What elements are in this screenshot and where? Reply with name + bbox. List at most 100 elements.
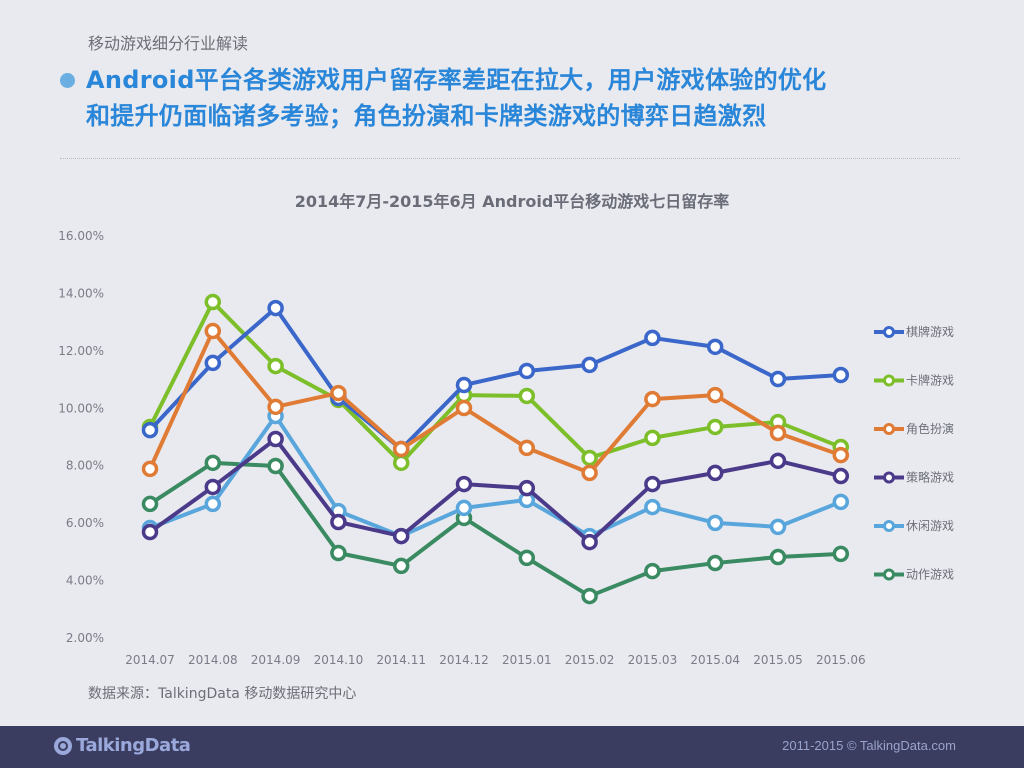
data-point-marker[interactable] (832, 493, 850, 511)
data-point-marker[interactable] (392, 440, 410, 458)
x-tick-label: 2014.12 (439, 653, 489, 667)
data-point-marker[interactable] (769, 452, 787, 470)
data-point-marker[interactable] (141, 421, 159, 439)
data-point-marker[interactable] (330, 384, 347, 402)
data-point-marker[interactable] (204, 293, 222, 311)
y-tick-label: 12.00% (58, 344, 104, 358)
data-point-marker[interactable] (141, 460, 159, 478)
data-point-marker[interactable] (455, 475, 473, 493)
data-point-marker[interactable] (706, 554, 724, 572)
data-point-marker[interactable] (330, 544, 347, 562)
series-0 (141, 299, 850, 458)
legend-marker-icon (883, 326, 895, 338)
data-point-marker[interactable] (644, 329, 661, 347)
data-point-marker[interactable] (769, 548, 787, 566)
data-point-marker[interactable] (769, 424, 787, 442)
data-point-marker[interactable] (392, 454, 410, 472)
y-axis: 2.00% 4.00% 6.00% 8.00% 10.00% 12.00% 14.00% 16… (58, 229, 104, 645)
legend-marker-icon (883, 568, 895, 581)
data-point-marker[interactable] (267, 457, 284, 475)
series-3 (141, 430, 850, 551)
data-point-marker[interactable] (330, 513, 347, 531)
data-point-marker[interactable] (644, 562, 661, 580)
data-point-marker[interactable] (518, 549, 536, 567)
data-point-marker[interactable] (581, 533, 598, 551)
legend-item[interactable]: 休闲游戏 (874, 519, 954, 533)
data-point-marker[interactable] (832, 366, 850, 384)
headline-bullet-icon (60, 73, 75, 88)
legend-item[interactable]: 棋牌游戏 (874, 325, 954, 339)
series-5 (141, 454, 850, 605)
y-tick-label: 4.00% (66, 574, 104, 588)
chart-title: 2014年7月-2015年6月 Android平台移动游戏七日留存率 (294, 192, 730, 211)
data-point-marker[interactable] (267, 299, 284, 317)
x-tick-label: 2015.02 (565, 653, 615, 667)
x-tick-label: 2015.06 (816, 653, 866, 667)
legend-item[interactable]: 角色扮演 (874, 421, 954, 436)
section-label: 移动游戏细分行业解读 (88, 34, 249, 53)
data-point-marker[interactable] (204, 354, 222, 372)
data-point-marker[interactable] (706, 418, 724, 436)
data-point-marker[interactable] (581, 356, 598, 374)
legend-marker-icon (883, 374, 895, 387)
data-point-marker[interactable] (518, 479, 536, 497)
copyright: 2011-2015 © TalkingData.com (782, 738, 956, 753)
series-line (148, 306, 841, 452)
data-point-marker[interactable] (204, 478, 222, 496)
x-tick-label: 2014.10 (314, 653, 364, 667)
headline: Android平台各类游戏用户留存率差距在拉大，用户游戏体验的优化 和提升仍面临… (86, 62, 986, 134)
data-point-marker[interactable] (832, 467, 850, 485)
data-point-marker[interactable] (706, 464, 724, 482)
series-line (149, 414, 842, 539)
data-point-marker[interactable] (455, 399, 473, 417)
x-tick-label: 2015.05 (753, 653, 803, 667)
legend-item[interactable]: 卡牌游戏 (874, 374, 954, 388)
y-tick-label: 6.00% (66, 516, 104, 530)
line-chart: 2.00% 4.00% 6.00% 8.00% 10.00% 12.00% 14.00% 16… (58, 229, 954, 667)
data-point-marker[interactable] (518, 439, 536, 457)
legend-marker-icon (883, 471, 895, 484)
data-point-marker[interactable] (644, 475, 661, 493)
data-point-marker[interactable] (581, 464, 598, 482)
series-line (148, 460, 841, 599)
series-line (148, 437, 842, 545)
data-point-marker[interactable] (204, 322, 222, 340)
x-tick-label: 2014.07 (125, 653, 175, 667)
data-point-marker[interactable] (706, 338, 724, 356)
x-tick-label: 2014.08 (188, 653, 238, 667)
data-point-marker[interactable] (832, 545, 850, 563)
data-point-marker[interactable] (832, 446, 850, 464)
data-point-marker[interactable] (392, 527, 410, 545)
data-point-marker[interactable] (706, 386, 724, 404)
data-point-marker[interactable] (204, 495, 222, 513)
x-tick-label: 2014.09 (251, 653, 301, 667)
y-tick-label: 14.00% (58, 286, 104, 300)
x-tick-label: 2014.11 (376, 653, 426, 667)
data-point-marker[interactable] (455, 499, 473, 517)
data-point-marker[interactable] (706, 514, 724, 532)
data-point-marker[interactable] (518, 362, 536, 380)
data-point-marker[interactable] (644, 390, 661, 408)
data-point-marker[interactable] (141, 523, 159, 541)
footer-logo: TalkingData (54, 735, 191, 756)
data-point-marker[interactable] (455, 376, 473, 394)
data-point-marker[interactable] (581, 449, 598, 467)
data-point-marker[interactable] (769, 518, 787, 536)
data-point-marker[interactable] (644, 498, 661, 516)
data-point-marker[interactable] (518, 387, 536, 405)
data-point-marker[interactable] (267, 430, 284, 448)
legend-item[interactable]: 动作游戏 (874, 568, 954, 582)
series-2 (141, 322, 850, 482)
series-lines (141, 293, 850, 605)
data-point-marker[interactable] (392, 557, 410, 575)
data-point-marker[interactable] (644, 429, 661, 447)
data-point-marker[interactable] (267, 398, 284, 416)
data-source: 数据来源：TalkingData 移动数据研究中心 (88, 686, 357, 702)
data-point-marker[interactable] (141, 495, 159, 513)
data-point-marker[interactable] (267, 357, 284, 375)
data-point-marker[interactable] (581, 587, 598, 605)
legend-item[interactable]: 策略游戏 (874, 470, 954, 485)
data-point-marker[interactable] (204, 454, 222, 472)
data-point-marker[interactable] (769, 370, 787, 388)
